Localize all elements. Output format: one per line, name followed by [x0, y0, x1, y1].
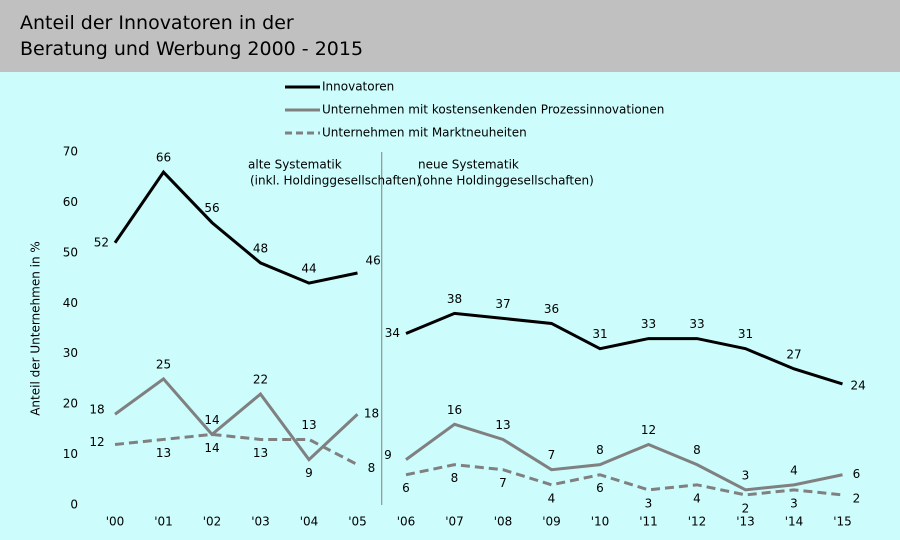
x-tick-label: '11	[639, 515, 658, 529]
x-tick-label: '02	[203, 515, 222, 529]
y-tick-label: 50	[63, 245, 78, 259]
data-label: 38	[447, 292, 462, 306]
data-label: 13	[301, 418, 316, 432]
data-label: 2	[742, 501, 750, 515]
data-label: 6	[402, 481, 410, 495]
x-tick-label: '14	[785, 515, 804, 529]
annotation: (ohne Holdinggesellschaften)	[418, 174, 594, 188]
x-tick-label: '12	[688, 515, 707, 529]
x-tick-label: '03	[251, 515, 270, 529]
x-tick-label: '15	[833, 515, 852, 529]
title-bar: Anteil der Innovatoren in der Beratung u…	[0, 0, 900, 72]
data-label: 25	[156, 357, 171, 371]
data-label: 8	[368, 461, 376, 475]
data-label: 8	[693, 443, 701, 457]
data-label: 13	[156, 446, 171, 460]
data-label: 66	[156, 151, 171, 165]
data-label: 8	[596, 443, 604, 457]
data-label: 6	[853, 467, 861, 481]
series-line	[113, 169, 358, 285]
data-label: 6	[596, 481, 604, 495]
data-label: 44	[301, 262, 316, 276]
y-tick-label: 0	[70, 498, 78, 512]
data-label: 18	[364, 407, 379, 421]
data-label: 31	[592, 327, 607, 341]
data-label: 36	[544, 302, 559, 316]
data-label: 13	[495, 418, 510, 432]
data-label: 9	[384, 448, 392, 462]
x-tick-label: '09	[542, 515, 561, 529]
data-label: 24	[851, 378, 866, 392]
legend-label: Innovatoren	[322, 80, 394, 94]
data-label: 4	[693, 491, 701, 505]
series-line	[114, 376, 359, 462]
y-tick-label: 10	[63, 447, 78, 461]
data-label: 3	[645, 496, 653, 510]
y-tick-label: 30	[63, 346, 78, 360]
data-label: 8	[451, 471, 459, 485]
x-tick-label: '10	[591, 515, 610, 529]
x-tick-label: '01	[154, 515, 173, 529]
data-label: 12	[641, 423, 656, 437]
data-label: 16	[447, 403, 462, 417]
data-label: 48	[253, 241, 268, 255]
series-line	[405, 311, 843, 386]
y-tick-label: 20	[63, 397, 78, 411]
data-label: 33	[689, 317, 704, 331]
data-label: 34	[385, 326, 400, 340]
y-axis-label: Anteil der Unternehmen in %	[29, 241, 43, 416]
data-label: 4	[548, 491, 556, 505]
x-tick-label: '07	[445, 515, 464, 529]
series-line	[405, 422, 843, 492]
x-tick-label: '08	[494, 515, 513, 529]
y-tick-label: 60	[63, 195, 78, 209]
data-label: 22	[253, 373, 268, 387]
x-tick-label: '05	[348, 515, 367, 529]
data-label: 3	[790, 496, 798, 510]
data-label: 7	[499, 476, 507, 490]
data-label: 14	[204, 413, 219, 427]
data-label: 46	[366, 254, 381, 268]
series-line	[405, 463, 843, 497]
annotation: (inkl. Holdinggesellschaften)	[250, 174, 421, 188]
data-label: 56	[204, 201, 219, 215]
data-label: 3	[742, 468, 750, 482]
data-label: 31	[738, 327, 753, 341]
x-tick-label: '00	[106, 515, 125, 529]
data-label: 7	[548, 448, 556, 462]
data-label: 52	[94, 235, 109, 249]
annotation: alte Systematik	[248, 158, 342, 172]
data-label: 9	[305, 466, 313, 480]
y-tick-label: 70	[63, 145, 78, 159]
data-label: 12	[89, 435, 104, 449]
x-tick-label: '13	[736, 515, 755, 529]
data-label: 14	[204, 441, 219, 455]
data-label: 18	[89, 403, 104, 417]
legend-label: Unternehmen mit Marktneuheiten	[322, 126, 527, 140]
data-label: 2	[853, 491, 861, 505]
data-label: 13	[253, 446, 268, 460]
annotation: neue Systematik	[418, 158, 519, 172]
data-label: 37	[495, 297, 510, 311]
legend-label: Unternehmen mit kostensenkenden Prozessi…	[322, 103, 664, 117]
x-tick-label: '04	[300, 515, 319, 529]
x-tick-label: '06	[397, 515, 416, 529]
series-line	[114, 432, 359, 466]
y-tick-label: 40	[63, 296, 78, 310]
data-label: 27	[786, 347, 801, 361]
chart-title: Anteil der Innovatoren in der Beratung u…	[20, 12, 364, 60]
data-label: 33	[641, 317, 656, 331]
data-label: 4	[790, 463, 798, 477]
